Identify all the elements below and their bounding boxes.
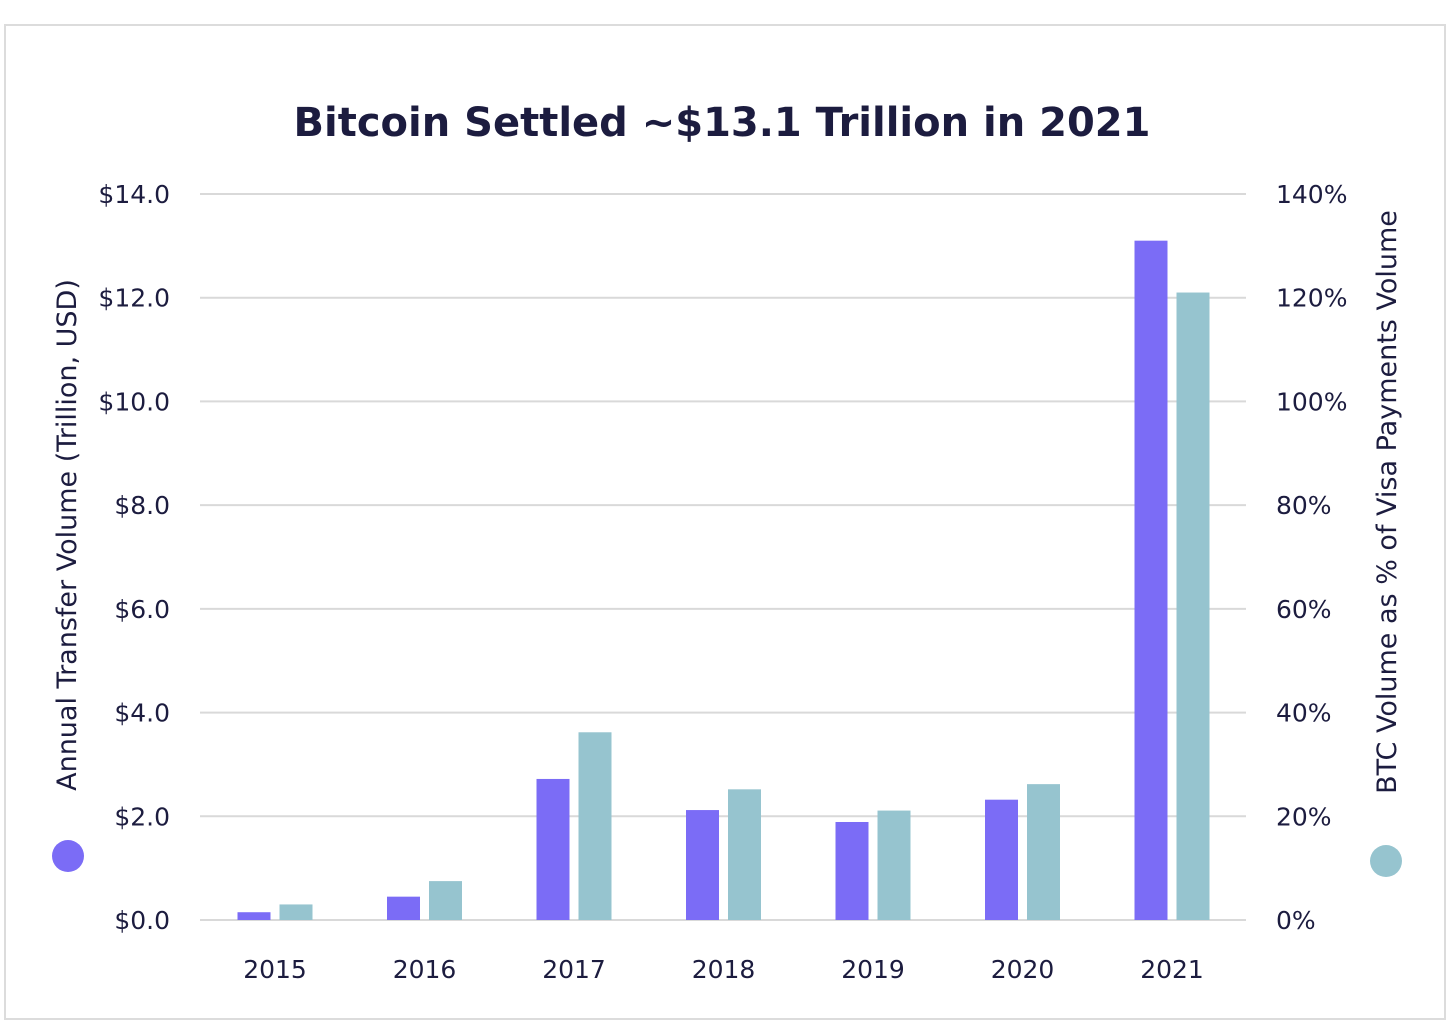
legend-dot-visa-percent [1370, 845, 1402, 877]
right-tick-label: 0% [1276, 906, 1316, 935]
bar-visa-percent-2017 [578, 732, 612, 920]
chart-title: Bitcoin Settled ~$13.1 Trillion in 2021 [294, 100, 1151, 146]
left-tick-label: $8.0 [114, 491, 170, 520]
bars [237, 240, 1210, 920]
bar-transfer-volume-2019 [835, 821, 869, 920]
x-tick-label: 2019 [841, 955, 905, 984]
left-tick-label: $12.0 [98, 284, 170, 313]
bar-transfer-volume-2017 [536, 778, 570, 920]
left-tick-label: $14.0 [98, 180, 170, 209]
bar-visa-percent-2016 [429, 881, 462, 920]
right-tick-label: 60% [1276, 595, 1332, 624]
left-tick-label: $0.0 [114, 906, 170, 935]
x-axis-ticks: 2015 2016 2017 2018 2019 2020 2021 [243, 955, 1204, 984]
bar-visa-percent-2018 [728, 789, 761, 920]
legend-dot-transfer-volume [52, 840, 84, 872]
right-tick-label: 120% [1276, 284, 1347, 313]
right-axis-label-group: BTC Volume as % of Visa Payments Volume [1370, 210, 1403, 877]
bar-transfer-volume-2021 [1134, 240, 1168, 920]
x-tick-label: 2017 [542, 955, 606, 984]
bar-visa-percent-2021 [1176, 292, 1210, 920]
left-axis-label: Annual Transfer Volume (Trillion, USD) [52, 279, 83, 791]
right-tick-label: 80% [1276, 491, 1332, 520]
bar-visa-percent-2015 [279, 904, 313, 920]
bar-transfer-volume-2020 [985, 799, 1018, 920]
bar-transfer-volume-2018 [686, 810, 719, 920]
bar-visa-percent-2020 [1027, 784, 1060, 920]
right-axis-label: BTC Volume as % of Visa Payments Volume [1372, 210, 1403, 794]
x-tick-label: 2020 [991, 955, 1055, 984]
right-tick-label: 140% [1276, 180, 1347, 209]
left-tick-label: $4.0 [114, 699, 170, 728]
bar-transfer-volume-2015 [237, 912, 271, 920]
left-axis-ticks: $0.0 $2.0 $4.0 $6.0 $8.0 $10.0 $12.0 $14.0 [98, 180, 170, 935]
x-tick-label: 2021 [1140, 955, 1204, 984]
gridlines [200, 193, 1246, 921]
right-tick-label: 100% [1276, 387, 1347, 416]
bar-transfer-volume-2016 [387, 896, 420, 920]
right-tick-label: 40% [1276, 699, 1332, 728]
left-axis-label-group: Annual Transfer Volume (Trillion, USD) [52, 279, 84, 872]
x-tick-label: 2015 [243, 955, 307, 984]
left-tick-label: $2.0 [114, 802, 170, 831]
right-axis-ticks: 0% 20% 40% 60% 80% 100% 120% 140% [1276, 180, 1347, 935]
bar-visa-percent-2019 [877, 810, 911, 920]
x-tick-label: 2018 [692, 955, 756, 984]
x-tick-label: 2016 [393, 955, 457, 984]
right-tick-label: 20% [1276, 802, 1332, 831]
left-tick-label: $6.0 [114, 595, 170, 624]
left-tick-label: $10.0 [98, 387, 170, 416]
